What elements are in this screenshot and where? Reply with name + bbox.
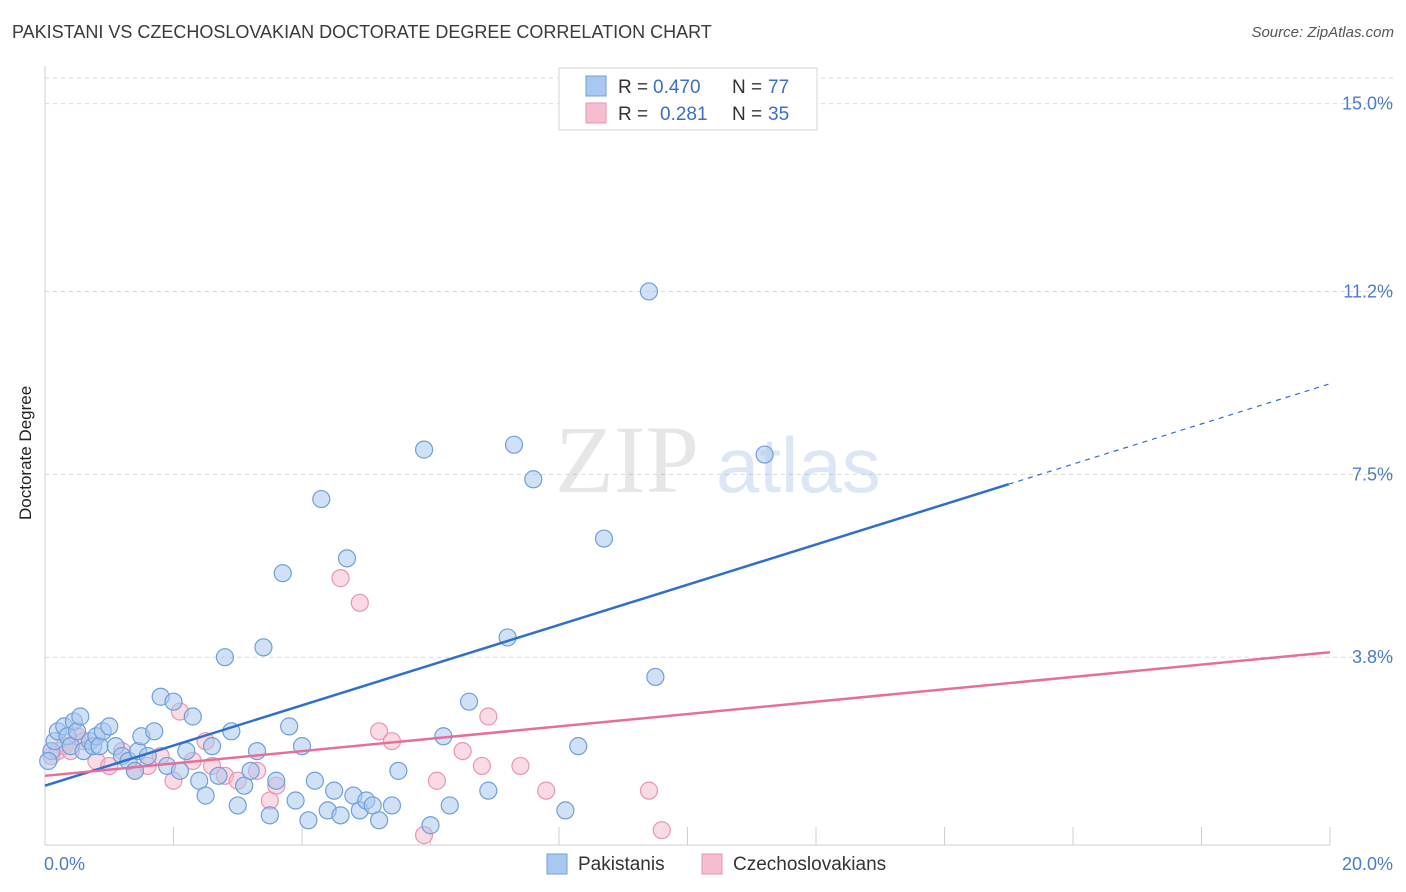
pakistanis-point-41	[260, 806, 279, 825]
pakistanis-point-27	[170, 761, 190, 780]
pakistanis-point-64	[440, 796, 459, 815]
czechoslovakians-point-27	[427, 771, 447, 790]
pakistanis-point-65	[459, 692, 479, 711]
legend-swatch-blue	[585, 75, 607, 97]
czechoslovakians-point-24	[370, 722, 389, 741]
pakistanis-point-75	[755, 445, 774, 464]
pakistanis-point-47	[299, 811, 318, 830]
pakistanis-point-58	[370, 811, 389, 830]
pakistanis-point-70	[556, 801, 575, 820]
legend-n-label-1: N =	[732, 77, 762, 98]
bottom-legend-label-pakistanis: Pakistanis	[578, 854, 665, 875]
pakistanis-point-60	[389, 761, 408, 780]
pakistanis-point-69	[524, 470, 543, 489]
y-tick-label-1: 7.5%	[1352, 464, 1393, 484]
pakistanis-point-8	[71, 707, 90, 726]
pakistanis-point-53	[337, 549, 357, 568]
x-tick-labels: 0.0% 20.0%	[44, 854, 1393, 874]
pakistanis-point-42	[267, 771, 286, 790]
watermark: ZIP atlas	[555, 406, 881, 513]
pakistanis-point-19	[125, 761, 145, 780]
pakistanis-point-72	[594, 529, 614, 548]
czechoslovakians-point-29	[472, 756, 491, 776]
pakistanis-point-29	[183, 707, 202, 726]
y-tick-labels: 3.8% 7.5% 11.2% 15.0%	[1342, 94, 1393, 668]
pakistanis-point-26	[164, 692, 183, 711]
czechoslovakians-point-34	[652, 821, 671, 840]
pakistanis-point-15	[100, 717, 119, 736]
pakistanis-point-48	[305, 771, 324, 790]
czechoslovakians-point-30	[479, 707, 498, 726]
watermark-zip: ZIP	[555, 406, 699, 513]
pakistanis-point-74	[646, 667, 665, 687]
legend-n-value-2: 35	[768, 104, 789, 125]
pakistanis-point-73	[639, 282, 659, 301]
czechoslovakians-point-31	[511, 756, 530, 776]
pakistanis-point-71	[569, 737, 588, 756]
czechoslovakians-trend-line	[44, 651, 1331, 778]
czechoslovakians-point-22	[331, 569, 350, 588]
pakistanis-point-61	[414, 440, 434, 459]
pakistanis-point-45	[286, 791, 305, 810]
legend-box: R = 0.470 N = 77 R = 0.281 N = 35	[558, 67, 818, 131]
pakistanis-point-52	[331, 806, 350, 825]
legend-r-value-1: 0.470	[653, 77, 701, 98]
legend-r-value-2: 0.281	[660, 104, 708, 125]
pakistanis-trend-line	[44, 483, 1010, 787]
pakistanis-point-40	[254, 638, 273, 657]
bottom-legend: Pakistanis Czechoslovakians	[546, 853, 886, 875]
czechoslovakians-point-23	[350, 593, 369, 612]
pakistanis-points	[39, 282, 774, 835]
pakistanis-point-33	[209, 766, 228, 785]
czechoslovakians-point-28	[453, 741, 472, 761]
watermark-atlas: atlas	[716, 421, 881, 509]
pakistanis-point-44	[280, 717, 299, 736]
bottom-legend-swatch-blue	[546, 853, 568, 875]
legend-r-label-2: R =	[618, 104, 648, 125]
x-tick-label-0: 0.0%	[44, 854, 85, 874]
pakistanis-point-68	[504, 435, 524, 454]
y-tick-label-0: 3.8%	[1352, 647, 1393, 667]
pakistanis-point-23	[145, 722, 164, 741]
pakistanis-point-38	[241, 761, 260, 780]
trend-lines	[44, 383, 1331, 787]
grid-lines	[45, 77, 1395, 658]
chart-source: Source: ZipAtlas.com	[1251, 24, 1394, 41]
bottom-legend-label-czechoslovakians: Czechoslovakians	[733, 854, 886, 875]
y-tick-label-3: 15.0%	[1342, 94, 1393, 114]
legend-r-label-1: R =	[618, 77, 648, 98]
legend-swatch-pink	[585, 102, 607, 124]
pakistanis-point-13	[90, 737, 109, 756]
chart-title: PAKISTANI VS CZECHOSLOVAKIAN DOCTORATE D…	[12, 22, 712, 42]
pakistanis-point-43	[273, 564, 292, 583]
x-tick-label-1: 20.0%	[1342, 854, 1393, 874]
legend-n-label-2: N =	[732, 104, 762, 125]
pakistanis-point-76	[39, 751, 58, 771]
pakistanis-point-49	[312, 489, 331, 509]
y-tick-label-2: 11.2%	[1343, 281, 1393, 301]
pakistanis-trend-extension	[1008, 383, 1331, 485]
pakistanis-point-34	[215, 648, 234, 667]
pakistanis-point-66	[479, 781, 498, 800]
legend-n-value-1: 77	[768, 77, 789, 98]
pakistanis-point-51	[325, 781, 344, 800]
pakistanis-point-36	[228, 796, 247, 815]
czechoslovakians-point-32	[537, 781, 556, 800]
pakistanis-point-59	[382, 796, 402, 815]
pakistanis-point-31	[196, 786, 215, 805]
axes	[44, 66, 1331, 846]
pakistanis-point-62	[421, 816, 440, 835]
bottom-legend-swatch-pink	[701, 853, 723, 875]
pakistanis-point-28	[177, 741, 196, 761]
pakistanis-point-32	[202, 737, 222, 756]
czechoslovakians-point-33	[639, 781, 659, 800]
